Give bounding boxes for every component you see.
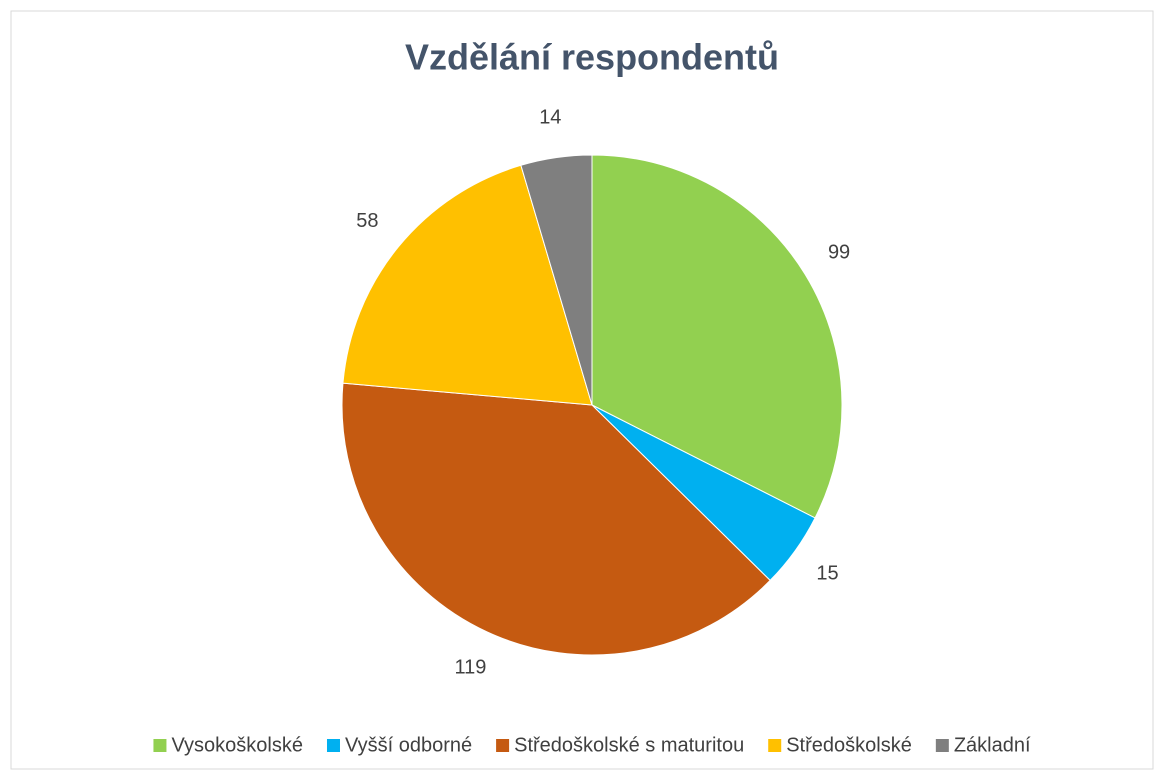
pie-slice: [342, 164, 593, 406]
legend-label: Vyšší odborné: [345, 734, 472, 756]
data-label: 58: [356, 210, 378, 232]
legend-label: Středoškolské: [786, 734, 912, 756]
pie-slice: [520, 154, 593, 406]
legend-swatch: [326, 739, 340, 752]
data-label: 15: [816, 563, 838, 585]
data-label: 119: [454, 657, 486, 679]
legend: Vysokoškolské Vyšší odborné Středoškolské …: [153, 734, 1031, 756]
legend-swatch: [935, 739, 949, 752]
pie-slice: [341, 382, 771, 656]
legend-swatch: [768, 739, 782, 752]
legend-label: Středoškolské s maturitou: [514, 734, 744, 756]
chart-title: Vzdělání respondentů: [405, 37, 779, 78]
legend-label: Vysokoškolské: [171, 734, 303, 756]
legend-swatch: [153, 739, 167, 752]
legend-swatch: [496, 739, 510, 752]
pie-slice: [591, 154, 843, 519]
data-label: 99: [828, 241, 850, 263]
data-label: 14: [539, 106, 561, 128]
legend-label: Základní: [954, 734, 1031, 756]
